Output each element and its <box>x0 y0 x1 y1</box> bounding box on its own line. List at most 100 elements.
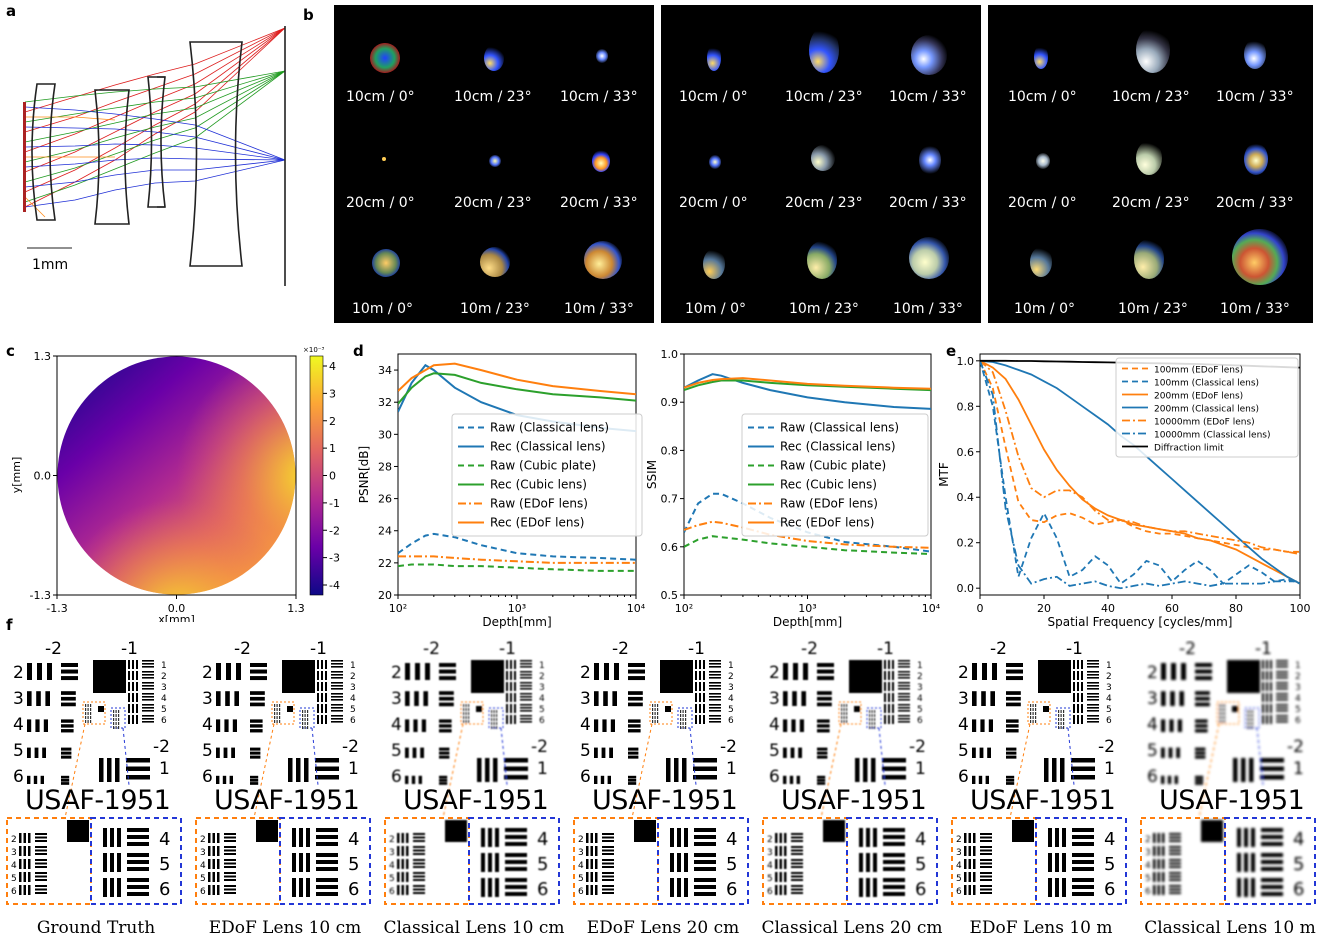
bar <box>42 747 46 758</box>
bar <box>35 875 47 878</box>
bar <box>23 833 26 843</box>
series-line <box>684 377 931 390</box>
psf-label: 20cm / 33° <box>889 195 967 211</box>
bar <box>791 836 803 839</box>
bar <box>871 722 873 725</box>
bar <box>224 836 236 839</box>
element-number: 2 <box>539 672 545 682</box>
group-label: -1 <box>121 640 138 659</box>
bar <box>19 859 22 869</box>
psf-label: 10m / 0° <box>352 301 413 317</box>
bar <box>520 674 532 676</box>
bar <box>888 682 890 691</box>
bar <box>657 704 659 707</box>
bar <box>61 729 74 733</box>
bar <box>481 878 485 897</box>
bar <box>28 872 31 882</box>
bar <box>413 888 425 891</box>
bar <box>113 710 115 713</box>
element-number: 4 <box>956 861 962 871</box>
element-number: 3 <box>13 689 24 709</box>
bar <box>859 853 863 872</box>
bar <box>413 862 425 865</box>
bar <box>709 707 721 709</box>
bar <box>898 721 910 723</box>
bar <box>142 715 154 717</box>
element-number: 6 <box>159 879 170 900</box>
bar <box>779 833 782 843</box>
bar <box>61 702 76 707</box>
bar <box>250 696 265 701</box>
element-number: 3 <box>539 683 545 693</box>
bar <box>1081 660 1083 669</box>
zoom-box-right <box>657 817 749 905</box>
bar <box>1072 860 1094 864</box>
bar <box>874 710 876 713</box>
bar <box>331 674 343 676</box>
bar <box>401 846 404 856</box>
bar <box>817 691 832 695</box>
bar <box>520 677 532 679</box>
bar <box>61 782 70 785</box>
bar <box>1266 704 1268 713</box>
bar <box>302 722 304 725</box>
tick-label: 26 <box>378 493 392 506</box>
bar <box>229 775 233 784</box>
bar <box>1262 671 1264 680</box>
bar <box>1270 715 1272 724</box>
bar <box>1181 663 1186 680</box>
element-number: 5 <box>11 874 17 884</box>
bar <box>699 715 701 724</box>
psf-label: 20cm / 23° <box>785 195 863 211</box>
bar <box>1087 710 1099 712</box>
bar <box>980 866 992 868</box>
element-number: 5 <box>202 741 213 761</box>
colorbar-tick-label: -1 <box>329 497 340 510</box>
bar <box>1252 710 1254 713</box>
bar <box>224 875 236 878</box>
element-number: 4 <box>537 829 548 850</box>
bar <box>142 707 154 709</box>
bar <box>1032 720 1034 723</box>
bar <box>250 702 265 707</box>
element-number: 4 <box>580 715 591 735</box>
bar <box>978 775 983 784</box>
bar <box>1171 663 1176 680</box>
element-number: 2 <box>728 672 734 682</box>
bar <box>439 755 450 759</box>
bar <box>1081 682 1083 691</box>
bar <box>680 714 682 717</box>
bar <box>90 704 92 707</box>
bar <box>703 715 705 724</box>
big-square <box>471 660 504 693</box>
bar <box>602 885 614 887</box>
element-number: 2 <box>956 835 962 845</box>
bar <box>47 663 52 680</box>
element-number: 2 <box>958 663 969 683</box>
bar <box>1055 828 1059 847</box>
element-number: 2 <box>391 663 402 683</box>
connector-line <box>253 723 275 819</box>
bar <box>1162 859 1165 869</box>
bar <box>316 853 338 857</box>
bar <box>817 719 830 723</box>
target-caption: Classical Lens 10 cm <box>383 918 565 938</box>
bar <box>594 747 598 758</box>
bar <box>411 775 416 784</box>
bar <box>87 708 89 711</box>
bar <box>1060 718 1062 721</box>
bar <box>652 716 654 719</box>
bar <box>331 715 343 717</box>
psf-block-3: 10cm / 0° 10cm / 23° 10cm / 33° 20cm / 0… <box>988 5 1313 323</box>
bar <box>315 766 339 771</box>
bar <box>1087 671 1099 673</box>
bar <box>783 719 788 732</box>
element-number: 5 <box>958 741 969 761</box>
bar <box>401 885 404 895</box>
bar <box>1262 660 1264 669</box>
bar <box>973 872 976 882</box>
bar <box>1169 885 1181 887</box>
bar <box>1249 726 1251 729</box>
bar <box>117 828 121 847</box>
